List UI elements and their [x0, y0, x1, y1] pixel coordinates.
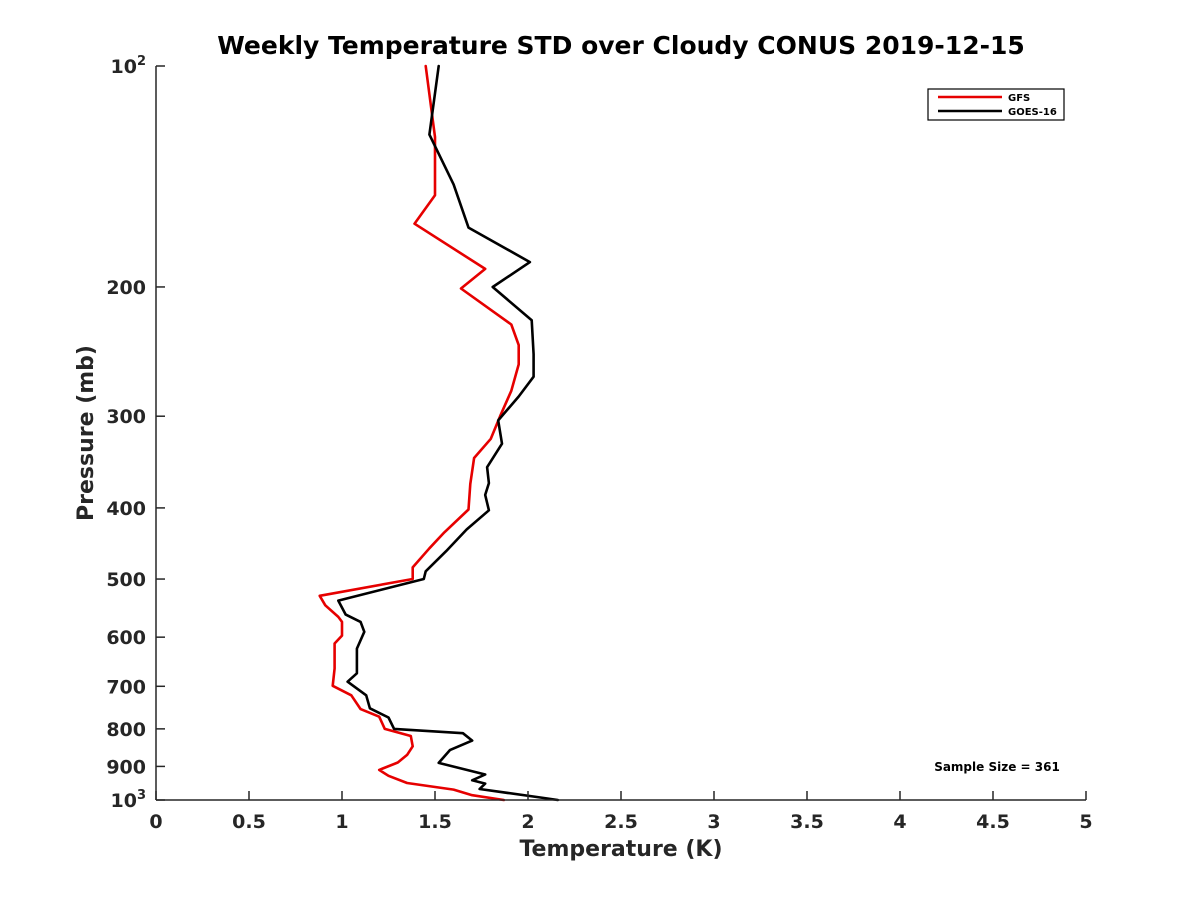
x-tick-label: 1	[335, 811, 348, 833]
y-tick-label: 102	[111, 54, 147, 78]
sample-size-annotation: Sample Size = 361	[934, 760, 1060, 774]
legend-label-goes-16: GOES-16	[1008, 107, 1057, 118]
x-axis-label: Temperature (K)	[519, 837, 722, 862]
y-tick-label: 103	[111, 788, 147, 812]
series-line-goes-16	[337, 64, 560, 802]
x-tick-label: 4	[893, 811, 906, 833]
x-tick-label: 1.5	[418, 811, 452, 833]
x-tick-label: 2	[521, 811, 534, 833]
x-tick-label: 5	[1079, 811, 1092, 833]
x-ticks: 0 0.5 1 1.5 2 2.5 3 3.5 4 4.5 5	[149, 791, 1093, 833]
y-tick-label: 300	[106, 406, 146, 428]
x-tick-label: 3.5	[790, 811, 824, 833]
y-tick-label: 500	[106, 569, 146, 591]
plot-lines	[318, 64, 560, 802]
y-tick-label: 800	[106, 719, 146, 741]
y-tick-label: 400	[106, 498, 146, 520]
series-line-gfs	[318, 64, 520, 802]
y-tick-label: 600	[106, 627, 146, 649]
y-tick-label: 700	[106, 676, 146, 698]
y-axis-label: Pressure (mb)	[74, 345, 99, 521]
x-tick-label: 0	[149, 811, 162, 833]
x-tick-label: 2.5	[604, 811, 638, 833]
chart-title: Weekly Temperature STD over Cloudy CONUS…	[217, 31, 1025, 60]
legend-label-gfs: GFS	[1008, 93, 1030, 104]
y-tick-label: 900	[106, 756, 146, 778]
legend-box	[927, 88, 1065, 121]
legend: GFS GOES-16	[927, 88, 1065, 121]
y-ticks: 102 200 300 400 500 600 700 800 900 103	[106, 54, 165, 812]
x-tick-label: 0.5	[232, 811, 266, 833]
x-tick-label: 4.5	[976, 811, 1010, 833]
x-tick-label: 3	[707, 811, 720, 833]
y-tick-label: 200	[106, 277, 146, 299]
